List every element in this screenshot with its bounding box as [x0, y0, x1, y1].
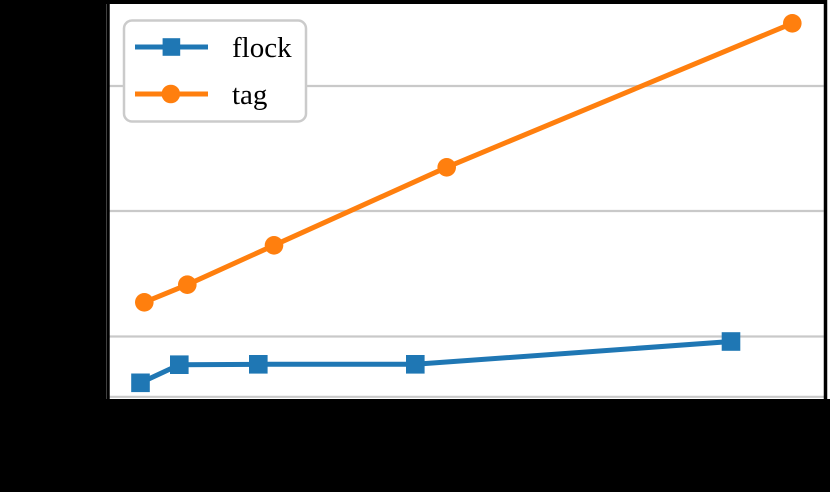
data-point-tag [135, 293, 154, 312]
legend-flock-label: flock [232, 32, 292, 64]
data-point-tag [178, 275, 197, 295]
data-point-tag [783, 13, 802, 33]
data-point-flock [131, 373, 150, 393]
data-point-flock [249, 355, 268, 374]
data-point-flock [721, 332, 741, 351]
legend-flock-swatch-marker [162, 38, 181, 56]
data-point-tag [437, 158, 457, 177]
legend-tag-label: tag [232, 79, 267, 111]
data-point-tag [264, 236, 284, 255]
data-point-flock [406, 355, 425, 374]
legend: flock tag [122, 19, 308, 123]
legend-tag-swatch-marker [161, 84, 181, 104]
series-layer [131, 13, 802, 393]
data-point-flock [170, 355, 189, 374]
